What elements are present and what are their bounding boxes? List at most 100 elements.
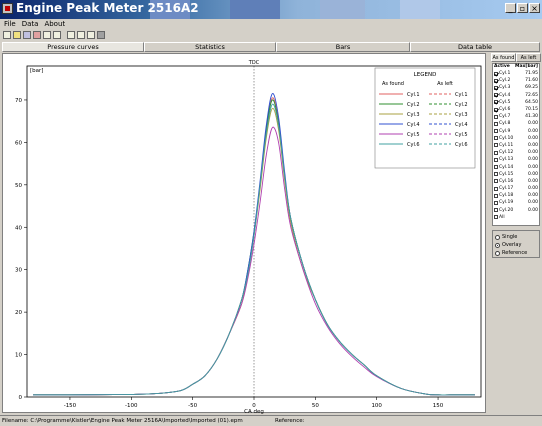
- legend-col2: As left: [437, 81, 453, 87]
- legend-entry: Cyl.6: [407, 142, 420, 148]
- cylinder-list: Active Max[bar] Cyl.1 71.95 Cyl.2 71.60 Cyl.…: [492, 63, 540, 226]
- cylinder-row[interactable]: Cyl.11 0.00: [493, 142, 539, 149]
- minimize-button[interactable]: _: [505, 3, 516, 13]
- mode-option[interactable]: Reference: [495, 249, 537, 257]
- legend-entry: Cyl.3: [407, 112, 420, 118]
- cylinder-row[interactable]: Cyl.12 0.00: [493, 149, 539, 156]
- cylinder-row[interactable]: Cyl.16 0.00: [493, 178, 539, 185]
- cylinder-checkbox[interactable]: [494, 150, 498, 155]
- new-icon[interactable]: [3, 31, 11, 39]
- cylinder-checkbox[interactable]: [494, 179, 498, 184]
- cylinder-row[interactable]: Cyl.15 0.00: [493, 171, 539, 178]
- menu-about[interactable]: About: [44, 20, 66, 28]
- cylinder-row[interactable]: Cyl.10 0.00: [493, 135, 539, 142]
- cylinder-checkbox[interactable]: [494, 78, 498, 83]
- view-tabs: Pressure curves Statistics Bars Data tab…: [0, 42, 542, 52]
- calc-icon[interactable]: [67, 31, 75, 39]
- cylinder-row[interactable]: Cyl.5 64.50: [493, 99, 539, 106]
- cylinder-name: Cyl.4: [499, 92, 511, 98]
- tab-pressure-curves[interactable]: Pressure curves: [2, 42, 144, 52]
- bars-icon[interactable]: [97, 31, 105, 39]
- cylinder-checkbox[interactable]: [494, 165, 498, 170]
- close-button[interactable]: ×: [529, 3, 540, 13]
- cylinder-checkbox[interactable]: [494, 85, 498, 90]
- save-icon[interactable]: [23, 31, 31, 39]
- table-icon[interactable]: [87, 31, 95, 39]
- menu-data[interactable]: Data: [21, 20, 39, 28]
- cylinder-row[interactable]: Cyl.4 72.65: [493, 92, 539, 99]
- chart-icon[interactable]: [77, 31, 85, 39]
- cylinder-max: 71.60: [525, 78, 538, 84]
- tab-as-found[interactable]: As found: [491, 53, 516, 62]
- cylinder-checkbox[interactable]: [494, 208, 498, 213]
- cylinder-checkbox[interactable]: [494, 157, 498, 162]
- cylinder-checkbox[interactable]: [494, 186, 498, 191]
- tab-bars[interactable]: Bars: [276, 42, 410, 52]
- cylinder-row[interactable]: Cyl.20 0.00: [493, 207, 539, 214]
- active-header: Active: [494, 64, 510, 69]
- cylinder-checkbox[interactable]: [494, 114, 498, 119]
- cylinder-checkbox[interactable]: [494, 121, 498, 126]
- app-icon: [2, 3, 13, 14]
- cylinder-row[interactable]: Cyl.18 0.00: [493, 192, 539, 199]
- open-icon[interactable]: [13, 31, 21, 39]
- status-reference: Reference:: [275, 418, 305, 424]
- mode-option[interactable]: Single: [495, 233, 537, 241]
- cylinder-row[interactable]: Cyl.9 0.00: [493, 128, 539, 135]
- mode-option[interactable]: Overlay: [495, 241, 537, 249]
- cylinder-row[interactable]: Cyl.6 70.15: [493, 106, 539, 113]
- cylinder-name: Cyl.7: [499, 114, 511, 120]
- legend-col1: As found: [382, 81, 404, 87]
- cylinder-max: 41.30: [525, 114, 538, 120]
- tab-as-left[interactable]: As left: [516, 53, 541, 62]
- cylinder-checkbox[interactable]: [494, 136, 498, 141]
- print-icon[interactable]: [43, 31, 51, 39]
- all-checkbox[interactable]: [494, 215, 498, 220]
- cylinder-checkbox[interactable]: [494, 193, 498, 198]
- mode-radio[interactable]: [495, 234, 500, 240]
- y-tick-label: 50: [15, 183, 22, 189]
- y-tick-label: 0: [19, 395, 23, 401]
- status-bar: Filename: C:\Programme\Kistler\Engine Pe…: [0, 415, 542, 425]
- cylinder-name: Cyl.6: [499, 107, 511, 113]
- cylinder-max: 0.00: [527, 157, 538, 163]
- cylinder-checkbox[interactable]: [494, 200, 498, 205]
- y-axis-label: [bar]: [30, 68, 43, 74]
- export-icon[interactable]: [33, 31, 41, 39]
- cylinder-checkbox[interactable]: [494, 172, 498, 177]
- x-axis-label: CA deg: [244, 409, 264, 414]
- cylinder-name: Cyl.3: [499, 85, 511, 91]
- cylinder-row[interactable]: Cyl.3 69.25: [493, 84, 539, 91]
- cylinder-row[interactable]: Cyl.7 41.30: [493, 113, 539, 120]
- cylinder-row[interactable]: Cyl.19 0.00: [493, 199, 539, 206]
- cylinder-name: Cyl.1: [499, 71, 511, 77]
- menu-file[interactable]: File: [4, 20, 16, 28]
- maximize-button[interactable]: ▫: [517, 3, 528, 13]
- cylinder-row[interactable]: Cyl.17 0.00: [493, 185, 539, 192]
- mode-radio[interactable]: [495, 242, 500, 248]
- x-tick-label: -100: [125, 403, 138, 409]
- legend-entry: Cyl.1: [407, 92, 420, 98]
- cylinder-max: 0.00: [527, 121, 538, 127]
- all-row[interactable]: All: [493, 214, 539, 221]
- tab-data-table[interactable]: Data table: [410, 42, 540, 52]
- pressure-chart: 0 10 20 30 40 50 60 70 -150 -100 -50 0 50 100 150 CA de…: [15, 60, 482, 414]
- cylinder-row[interactable]: Cyl.8 0.00: [493, 120, 539, 127]
- tab-statistics[interactable]: Statistics: [144, 42, 276, 52]
- cylinder-row[interactable]: Cyl.14 0.00: [493, 163, 539, 170]
- x-tick-label: 0: [252, 403, 256, 409]
- cylinder-row[interactable]: Cyl.2 71.60: [493, 77, 539, 84]
- cylinder-max: 64.50: [525, 99, 538, 105]
- preview-icon[interactable]: [53, 31, 61, 39]
- cylinder-checkbox[interactable]: [494, 71, 498, 76]
- cylinder-checkbox[interactable]: [494, 100, 498, 105]
- cylinder-checkbox[interactable]: [494, 93, 498, 98]
- cylinder-row[interactable]: Cyl.1 71.95: [493, 70, 539, 77]
- cylinder-checkbox[interactable]: [494, 143, 498, 148]
- cylinder-name: Cyl.8: [499, 121, 511, 127]
- cylinder-panel: As found As left Active Max[bar] Cyl.1 71…: [491, 53, 541, 413]
- cylinder-checkbox[interactable]: [494, 107, 498, 112]
- mode-radio[interactable]: [495, 250, 500, 256]
- cylinder-checkbox[interactable]: [494, 129, 498, 134]
- cylinder-row[interactable]: Cyl.13 0.00: [493, 156, 539, 163]
